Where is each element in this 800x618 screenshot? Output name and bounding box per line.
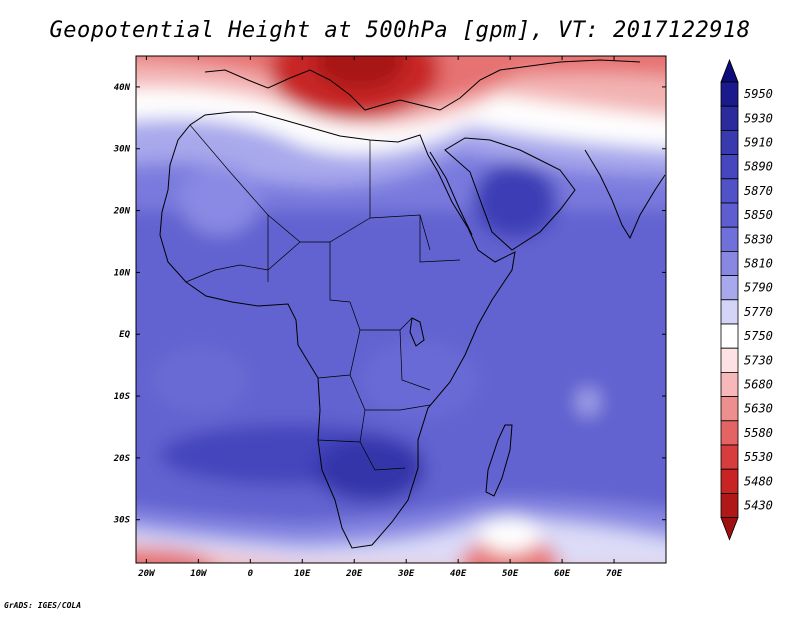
colorbar-top-arrow (720, 58, 739, 83)
geopotential-field (136, 56, 666, 563)
colorbar-label: 5830 (744, 232, 773, 246)
colorbar-label: 5480 (744, 474, 773, 488)
colorbar-swatch (720, 468, 739, 494)
field-ridge-core (315, 438, 425, 502)
colorbar-label: 5930 (744, 111, 773, 125)
field-patch-indian (576, 388, 600, 416)
map-title: Geopotential Height at 500hPa [gpm], VT:… (49, 18, 751, 43)
field-trough-core (315, 56, 405, 90)
colorbar-swatch (720, 371, 739, 397)
x-tick-label: 70E (606, 569, 623, 579)
colorbar-bottom-arrow (720, 517, 739, 541)
colorbar-label: 5730 (744, 353, 773, 367)
madagascar-coastline (485, 424, 513, 497)
y-tick-label: 30N (113, 145, 131, 155)
great-lakes-outline (409, 317, 425, 347)
coastlines (159, 59, 666, 549)
y-tick-label: 30S (113, 516, 131, 526)
x-tick-label: 20E (345, 569, 363, 579)
colorbar-swatch (720, 347, 739, 373)
colorbar: 5950 5930 5910 5890 5870 5850 5830 5810 5790 5770… (720, 58, 773, 541)
arabia-coastline (444, 137, 576, 251)
plot-frame (135, 55, 667, 564)
field-white-madagascar (480, 517, 540, 553)
field-lobe-northwest (180, 165, 260, 235)
field-patch-atlantic (150, 345, 250, 415)
colorbar-swatch (720, 444, 739, 470)
colorbar-label: 5630 (744, 402, 773, 416)
x-tick-label: 20W (137, 569, 156, 579)
colorbar-label: 5430 (744, 499, 773, 513)
x-tick-label: 10W (190, 569, 208, 579)
colorbar-swatch (720, 81, 739, 107)
colorbar-swatch (720, 178, 739, 204)
y-tick-label: 20N (113, 207, 131, 217)
colorbar-label: 5850 (744, 208, 773, 222)
colorbar-swatch (720, 129, 739, 155)
x-tick-label: 10E (294, 569, 311, 579)
x-tick-label: 30E (397, 569, 415, 579)
colorbar-swatch (720, 492, 739, 518)
x-tick-label: 60E (554, 569, 571, 579)
colorbar-swatch (720, 226, 739, 252)
europe-coastline (204, 59, 641, 111)
colorbar-label: 5870 (744, 184, 773, 198)
colorbar-swatch (720, 396, 739, 422)
colorbar-label: 5680 (744, 378, 773, 392)
colorbar-swatch (720, 323, 739, 349)
colorbar-swatch (720, 154, 739, 180)
colorbar-label: 5750 (744, 329, 773, 343)
colorbar-swatch (720, 420, 739, 446)
grads-credit: GrADS: IGES/COLA (4, 601, 82, 610)
field-ridge-arabia (473, 162, 557, 238)
india-coastline (584, 149, 666, 240)
colorbar-label: 5770 (744, 305, 773, 319)
colorbar-swatch (720, 105, 739, 131)
y-tick-label: 10N (114, 268, 131, 278)
colorbar-swatch (720, 299, 739, 325)
field-trough-southwest (136, 548, 212, 563)
colorbar-label: 5810 (744, 257, 773, 271)
africa-coastline (159, 111, 516, 549)
y-tick-label: 20S (113, 454, 131, 464)
country-borders (185, 124, 461, 471)
colorbar-label: 5530 (744, 450, 773, 464)
colorbar-swatch (720, 250, 739, 276)
x-tick-label: 0 (248, 569, 254, 579)
colorbar-label: 5950 (744, 87, 773, 101)
colorbar-swatch (720, 202, 739, 228)
colorbar-label: 5890 (744, 160, 773, 174)
y-tick-label: EQ (119, 330, 130, 340)
colorbar-label: 5790 (744, 281, 773, 295)
colorbar-label: 5910 (744, 136, 773, 150)
field-patch-eastafrica (360, 340, 480, 420)
x-tick-label: 40E (450, 569, 467, 579)
y-tick-label: 40N (114, 83, 131, 93)
colorbar-label: 5580 (744, 426, 773, 440)
axes: 20W 10W 0 10E 20E 30E 40E 50E 60E 70E 40N 30N 20N 10N… (113, 56, 666, 579)
x-tick-label: 50E (502, 569, 519, 579)
colorbar-swatch (720, 275, 739, 301)
y-tick-label: 10S (114, 392, 131, 402)
red-sea-coastline (429, 151, 473, 236)
